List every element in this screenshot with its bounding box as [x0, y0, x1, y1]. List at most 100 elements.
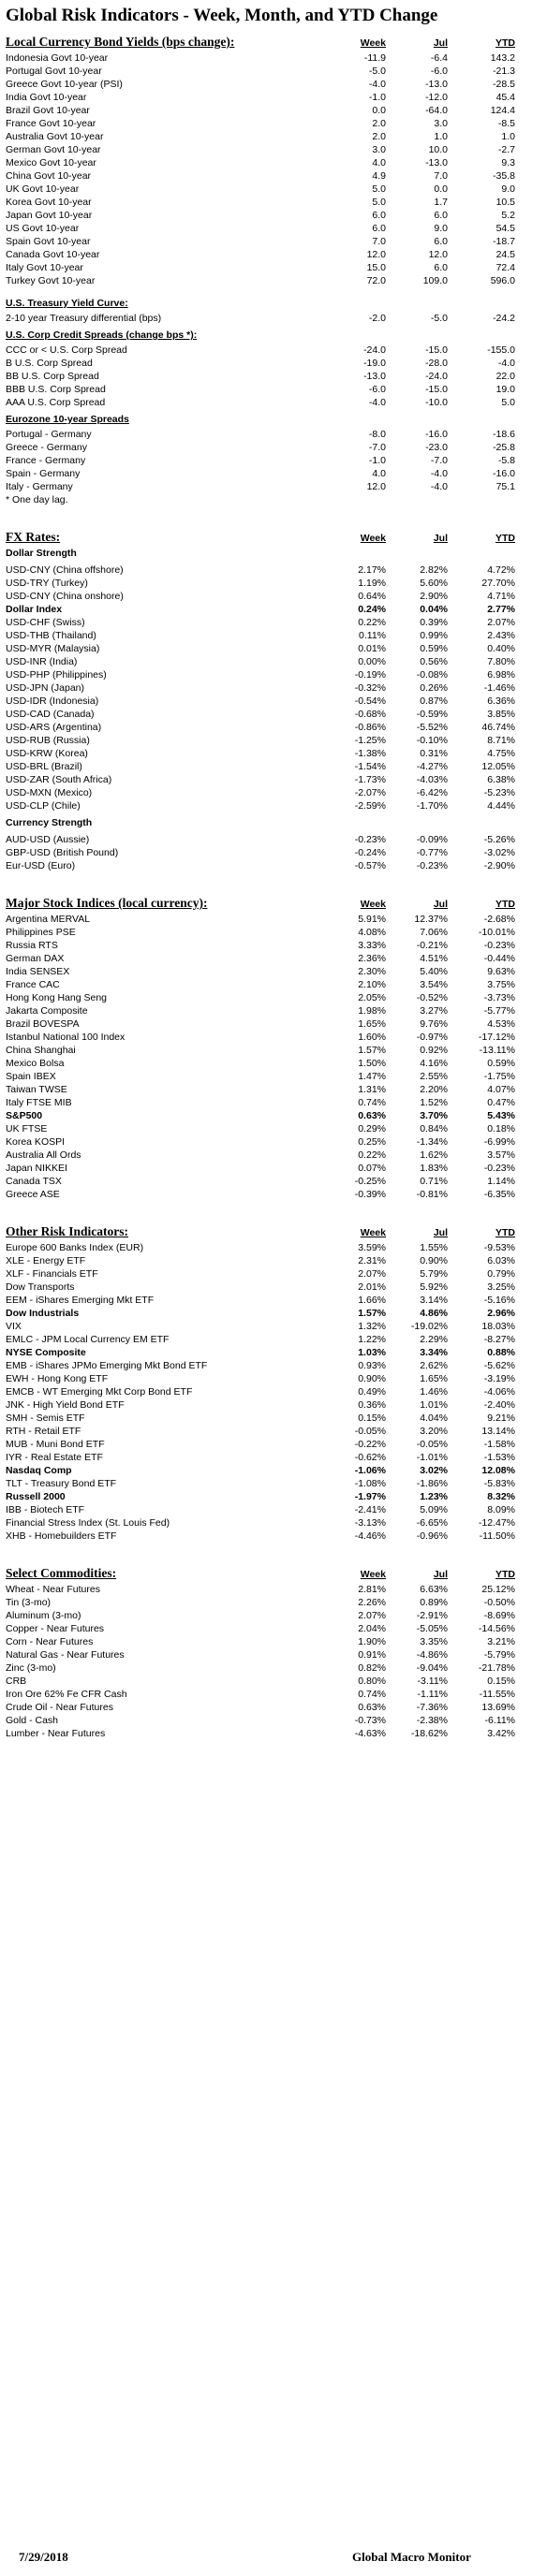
value-jul: 4.16% [420, 1058, 448, 1069]
value-ytd: -4.06% [483, 1386, 515, 1398]
value-week: -1.06% [354, 1465, 386, 1476]
value-jul: 0.0 [434, 183, 448, 195]
value-ytd: -1.53% [483, 1452, 515, 1463]
value-ytd: -6.99% [483, 1136, 515, 1148]
value-jul: -0.08% [416, 669, 448, 681]
value-jul: -5.05% [416, 1623, 448, 1634]
table-row: EEM - iShares Emerging Mkt ETF 1.66% 3.14%… [0, 1294, 547, 1307]
value-week: 4.9 [372, 170, 386, 182]
column-header-week: Week [360, 37, 386, 49]
value-jul: -19.02% [410, 1321, 448, 1332]
value-ytd: 72.4 [495, 262, 515, 273]
row-label: France Govt 10-year [6, 118, 96, 129]
value-jul: -2.91% [416, 1610, 448, 1621]
value-jul: -13.0 [425, 79, 448, 90]
value-ytd: 1.0 [501, 131, 515, 142]
row-label: CRB [6, 1676, 27, 1687]
section-heading: U.S. Corp Credit Spreads (change bps *): [6, 329, 198, 341]
row-label: Italy Govt 10-year [6, 262, 83, 273]
value-jul: 3.02% [420, 1465, 448, 1476]
row-label: Philippines PSE [6, 927, 76, 938]
value-ytd: 9.0 [501, 183, 515, 195]
footnote: * One day lag. [6, 494, 68, 505]
value-week: -0.54% [354, 695, 386, 707]
row-label: CCC or < U.S. Corp Spread [6, 344, 127, 356]
value-ytd: -1.75% [483, 1071, 515, 1082]
value-jul: -15.0 [425, 384, 448, 395]
value-ytd: -155.0 [487, 344, 515, 356]
row-label: Argentina MERVAL [6, 914, 91, 925]
value-week: -11.9 [363, 52, 386, 64]
row-label: Dollar Index [6, 604, 63, 615]
value-week: 0.91% [358, 1649, 386, 1661]
value-week: 2.36% [358, 953, 386, 964]
row-label: Greece ASE [6, 1189, 60, 1200]
value-week: -19.0 [363, 358, 386, 369]
value-week: -0.39% [354, 1189, 386, 1200]
table-row: Zinc (3-mo) 0.82% -9.04% -21.78% [0, 1661, 547, 1675]
row-label: Canada TSX [6, 1176, 62, 1187]
value-jul: -9.04% [416, 1662, 448, 1674]
value-week: 15.0 [366, 262, 386, 273]
value-jul: -1.01% [416, 1452, 448, 1463]
value-jul: 4.86% [420, 1308, 448, 1319]
value-jul: -23.0 [425, 442, 448, 453]
value-week: 1.98% [358, 1005, 386, 1017]
value-ytd: -2.68% [483, 914, 515, 925]
column-header-jul: Jul [433, 37, 448, 49]
value-jul: 10.0 [428, 144, 448, 155]
value-jul: -3.11% [417, 1676, 449, 1687]
table-row: German DAX 2.36% 4.51% -0.44% [0, 952, 547, 965]
value-ytd: -11.55% [479, 1689, 515, 1700]
value-ytd: -24.2 [493, 313, 515, 324]
row-label: USD-CAD (Canada) [6, 709, 95, 720]
value-ytd: 0.18% [487, 1123, 515, 1134]
row-label: Portugal - Germany [6, 429, 92, 440]
value-week: -4.46% [354, 1530, 386, 1542]
value-week: 5.0 [372, 183, 386, 195]
value-jul: 0.04% [420, 604, 448, 615]
value-jul: 1.52% [420, 1097, 448, 1108]
table-row: USD-CLP (Chile) -2.59% -1.70% 4.44% [0, 799, 547, 812]
value-jul: -0.97% [416, 1032, 448, 1043]
value-ytd: 7.80% [487, 656, 515, 667]
value-ytd: 6.36% [487, 695, 515, 707]
row-label: Copper - Near Futures [6, 1623, 105, 1634]
row-label: USD-CLP (Chile) [6, 800, 81, 812]
row-label: Mexico Govt 10-year [6, 157, 96, 168]
value-jul: -0.96% [416, 1530, 448, 1542]
row-label: BBB U.S. Corp Spread [6, 384, 106, 395]
value-jul: 9.0 [434, 223, 448, 234]
value-week: 1.31% [358, 1084, 386, 1095]
value-week: 2.05% [358, 992, 386, 1003]
row-label: German Govt 10-year [6, 144, 101, 155]
table-row: Copper - Near Futures 2.04% -5.05% -14.56% [0, 1622, 547, 1635]
row-label: Russia RTS [6, 940, 58, 951]
value-jul: -0.77% [416, 847, 448, 858]
table-row: India SENSEX 2.30% 5.40% 9.63% [0, 965, 547, 978]
section-heading: Major Stock Indices (local currency): [6, 896, 208, 910]
value-jul: 0.71% [420, 1176, 448, 1187]
value-ytd: 3.85% [487, 709, 515, 720]
value-jul: -0.10% [416, 735, 448, 746]
row-label: AUD-USD (Aussie) [6, 834, 90, 845]
row-label: SMH - Semis ETF [6, 1412, 85, 1424]
row-label: Eur-USD (Euro) [6, 860, 76, 871]
report-date: 7/29/2018 [19, 2550, 68, 2564]
value-ytd: 19.0 [495, 384, 515, 395]
value-week: 4.0 [372, 468, 386, 479]
value-week: 6.0 [372, 210, 386, 221]
value-week: 1.50% [358, 1058, 386, 1069]
value-week: -6.0 [368, 384, 386, 395]
value-jul: 5.09% [420, 1504, 448, 1515]
value-week: 2.26% [358, 1597, 386, 1608]
value-week: 5.91% [358, 914, 386, 925]
value-week: 1.57% [358, 1045, 386, 1056]
value-ytd: 4.75% [487, 748, 515, 759]
value-week: 0.15% [358, 1412, 386, 1424]
table-row: CRB 0.80% -3.11% 0.15% [0, 1675, 547, 1688]
value-week: 0.63% [358, 1110, 386, 1121]
row-label: Lumber - Near Futures [6, 1728, 106, 1739]
value-ytd: 12.08% [481, 1465, 515, 1476]
value-ytd: 22.0 [495, 371, 515, 382]
